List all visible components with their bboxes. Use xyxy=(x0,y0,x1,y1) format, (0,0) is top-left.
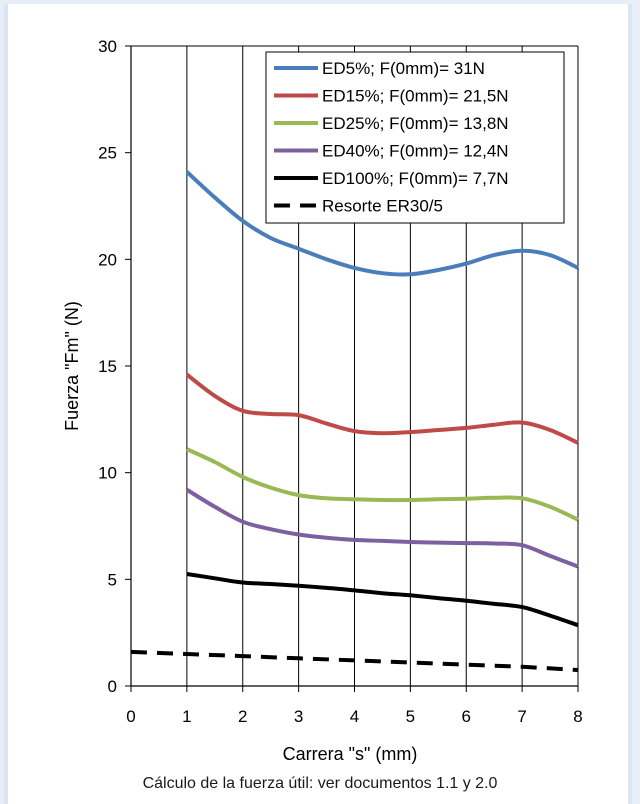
legend-label-2: ED15%; F(0mm)= 21,5N xyxy=(322,87,509,106)
y-tick-label: 30 xyxy=(98,37,117,56)
x-tick-label: 6 xyxy=(462,707,471,726)
series-line-2 xyxy=(185,372,579,445)
y-axis-label: Fuerza "Fm" (N) xyxy=(62,301,82,431)
series-line-1 xyxy=(185,170,579,277)
x-tick-label: 7 xyxy=(517,707,526,726)
x-tick-label: 1 xyxy=(182,707,191,726)
legend-label-4: ED40%; F(0mm)= 12,4N xyxy=(322,142,509,161)
y-tick-label: 20 xyxy=(98,250,117,269)
y-tick-label: 0 xyxy=(108,677,117,696)
y-tick-label: 25 xyxy=(98,144,117,163)
x-tick-label: 4 xyxy=(350,707,359,726)
series-line-3 xyxy=(186,447,579,522)
y-tick-label: 10 xyxy=(98,464,117,483)
legend: ED5%; F(0mm)= 31N ED15%; F(0mm)= 21,5N ED2… xyxy=(265,51,565,224)
series-line-6 xyxy=(130,649,579,672)
x-tick-label: 8 xyxy=(573,707,582,726)
legend-label-6: Resorte ER30/5 xyxy=(322,197,443,216)
x-tick-label: 5 xyxy=(406,707,415,726)
legend-label-1: ED5%; F(0mm)= 31N xyxy=(322,59,485,78)
x-axis-label: Carrera "s" (mm) xyxy=(283,744,418,764)
legend-label-5: ED100%; F(0mm)= 7,7N xyxy=(322,169,509,188)
x-tick-labels: 0 1 2 3 4 5 6 7 8 xyxy=(126,686,583,726)
force-stroke-chart: 0 1 2 3 4 5 6 7 8 0 5 10 15 20 25 30 ED5%; F(0mm)= 31N… xyxy=(62,37,583,764)
y-tick-label: 5 xyxy=(108,570,117,589)
y-tick-label: 15 xyxy=(98,357,117,376)
figure-caption: Cálculo de la fuerza útil: ver documento… xyxy=(142,775,498,792)
legend-label-3: ED25%; F(0mm)= 13,8N xyxy=(322,114,509,133)
x-tick-label: 2 xyxy=(238,707,247,726)
series-lines xyxy=(130,170,579,672)
series-line-5 xyxy=(186,572,579,628)
x-tick-label: 0 xyxy=(126,707,135,726)
legend-box xyxy=(265,51,565,224)
x-tick-label: 3 xyxy=(294,707,303,726)
y-tick-labels: 0 5 10 15 20 25 30 xyxy=(98,37,131,696)
series-line-4 xyxy=(185,488,579,569)
